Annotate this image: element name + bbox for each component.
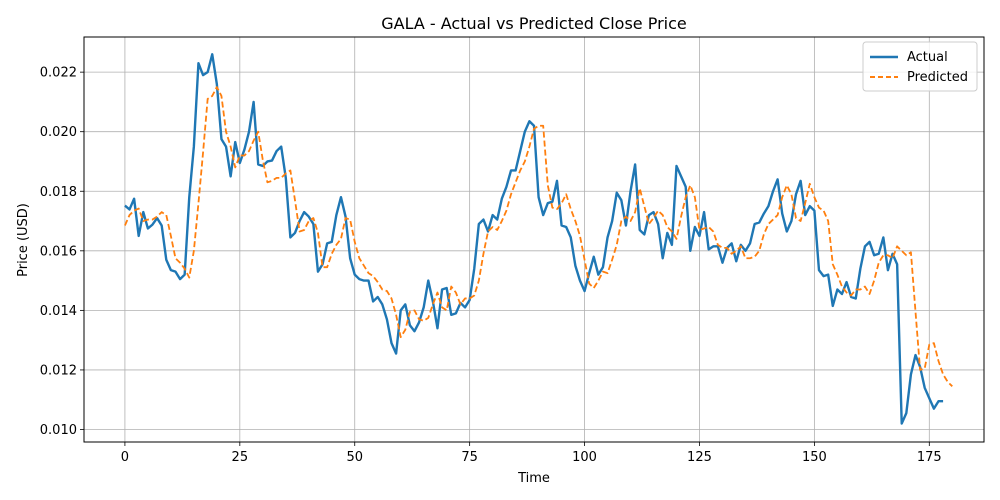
series-line-actual [124,53,944,425]
y-tick-label-0: 0.010 [40,423,77,438]
y-tick-label-3: 0.016 [40,244,77,259]
y-tick-label-2: 0.014 [40,304,77,319]
x-tick-label-0: 0 [121,450,129,465]
x-tick-label-1: 25 [232,450,249,465]
legend-label-predicted: Predicted [907,70,968,85]
x-tick-label-6: 150 [802,450,827,465]
x-tick-label-2: 50 [346,450,363,465]
y-tick-label-6: 0.022 [40,66,77,81]
legend: Actual Predicted [862,41,978,92]
x-tick-label-5: 125 [687,450,712,465]
legend-box [862,41,978,92]
chart-title: GALA - Actual vs Predicted Close Price [381,14,687,33]
series-layer [124,53,953,425]
x-axis-label: Time [517,471,550,486]
y-tick-label-4: 0.018 [40,185,77,200]
x-tick-label-4: 100 [572,450,597,465]
x-tick-label-7: 175 [917,450,942,465]
y-axis: 0.010 0.012 0.014 0.016 0.018 0.020 0.022 [40,66,84,438]
x-axis: 0 25 50 75 100 125 150 175 [121,442,942,465]
y-tick-label-1: 0.012 [40,363,77,378]
y-tick-label-5: 0.020 [40,125,77,140]
x-tick-label-3: 75 [461,450,478,465]
plot-frame [83,36,985,443]
y-axis-label: Price (USD) [16,203,31,277]
series-line-predicted [124,86,953,387]
legend-label-actual: Actual [907,50,948,65]
